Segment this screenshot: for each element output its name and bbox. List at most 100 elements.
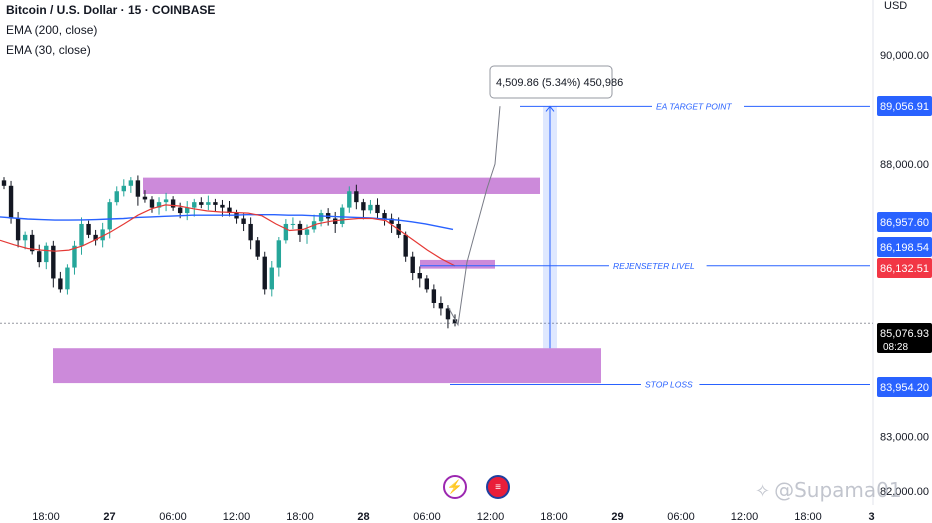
candle-body (114, 191, 119, 203)
x-tick-label: 12:00 (731, 511, 759, 523)
x-tick-label: 3 (868, 511, 874, 523)
candle-body (163, 199, 169, 203)
candle-body (445, 308, 451, 320)
candle-body (149, 199, 155, 208)
ema-200-label[interactable]: EMA (200, close) (6, 23, 98, 37)
candle-body (58, 278, 63, 290)
candle-body (107, 202, 112, 230)
candle-body (431, 289, 437, 303)
candle (100, 222, 105, 248)
candle-body (51, 245, 56, 279)
candle-body (206, 202, 211, 205)
candle-body (185, 207, 190, 214)
candle-body (29, 234, 35, 252)
candle-body (177, 207, 183, 214)
candle-body (410, 256, 415, 273)
candle (220, 199, 225, 217)
rejection-zone (420, 259, 495, 269)
candle-body (220, 204, 225, 208)
candle-body (290, 223, 296, 225)
resistance-zone (143, 177, 540, 194)
candle (354, 184, 359, 210)
candle-body (438, 302, 444, 309)
candle-body (135, 180, 141, 197)
candle (121, 179, 126, 197)
price-tag-label: 89,056.91 (880, 101, 929, 113)
watermark-text: @Supama01 (774, 478, 902, 502)
price-tag-label: 86,198.54 (880, 242, 929, 254)
candle-body (403, 234, 408, 257)
candle (269, 261, 274, 297)
candle-body (142, 196, 148, 200)
candle-body (199, 202, 204, 205)
x-tick-label: 06:00 (413, 511, 441, 523)
candle (445, 305, 451, 329)
candle (283, 219, 289, 244)
us-flag-icon[interactable]: ≡ (486, 475, 510, 499)
x-tick-label: 29 (611, 511, 623, 523)
candle (199, 197, 204, 209)
candle-body (128, 180, 134, 186)
projection-path (447, 106, 501, 327)
candle (262, 251, 267, 295)
x-tick-label: 18:00 (540, 511, 568, 523)
candle-body (262, 256, 267, 290)
symbol-title[interactable]: Bitcoin / U.S. Dollar · 15 · COINBASE (6, 3, 216, 17)
candle (347, 186, 352, 213)
candle-body (283, 223, 289, 241)
candle-body (227, 207, 232, 214)
candle (93, 229, 98, 246)
candle-body (15, 218, 21, 241)
candle (37, 244, 42, 268)
candle-body (1, 180, 7, 186)
candle-body (213, 202, 218, 205)
annotation-bg (641, 377, 700, 391)
ema-200-line (0, 214, 454, 231)
currency-label: USD (884, 0, 907, 12)
candle-body (22, 234, 28, 241)
candle-body (241, 218, 246, 224)
x-tick-label: 28 (357, 511, 369, 523)
candle (417, 266, 422, 288)
candle (248, 217, 253, 250)
candle-body (368, 204, 373, 211)
candle (29, 229, 35, 255)
candle (431, 284, 437, 309)
candle-body (44, 245, 49, 263)
candle-body (417, 273, 422, 279)
candle (72, 240, 77, 275)
candle-body (304, 229, 310, 235)
candle-body (79, 223, 84, 246)
annotation-bg (609, 258, 707, 272)
price-tag (877, 258, 932, 278)
ema-30-label[interactable]: EMA (30, close) (6, 43, 91, 57)
lightning-icon[interactable]: ⚡ (443, 475, 467, 499)
candle (438, 296, 444, 316)
candle (389, 213, 394, 233)
chart-legend: Bitcoin / U.S. Dollar · 15 · COINBASE EM… (6, 0, 215, 60)
price-tag-label: 86,957.60 (880, 217, 929, 229)
x-tick-label: 27 (103, 511, 115, 523)
candle (44, 242, 49, 270)
candle-body (192, 202, 197, 208)
candle-body (340, 207, 345, 224)
candle (340, 204, 345, 228)
candle (15, 211, 21, 248)
candle-body (8, 185, 14, 219)
candle (185, 201, 190, 221)
watermark-logo-icon: ✧ (755, 481, 771, 502)
candle-body (347, 191, 352, 208)
candle (311, 214, 317, 233)
candle (8, 180, 14, 224)
watermark: ✧ @Supama01 (755, 478, 902, 502)
measure-label: 4,509.86 (5.34%) 450,986 (496, 77, 623, 89)
candle (22, 231, 28, 250)
candle (192, 198, 197, 217)
candle (276, 237, 282, 277)
candle (290, 217, 296, 230)
ema-30-line (0, 204, 456, 267)
candle-body (170, 199, 176, 208)
demand-zone (53, 348, 601, 384)
candle (234, 209, 239, 224)
